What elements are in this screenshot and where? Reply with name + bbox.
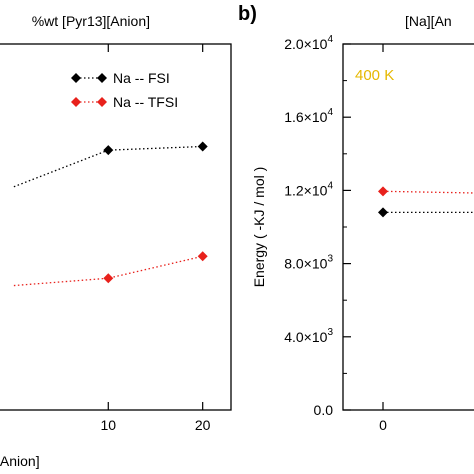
legend-marker [71, 97, 81, 107]
panel-a: %wt [Pyr13][Anion] 10 20 Na -- FSI Na -- T… [0, 13, 232, 469]
panel-b-title: [Na][An [405, 13, 452, 29]
panel-b-temperature-annotation: 400 K [355, 67, 394, 84]
legend-marker [71, 73, 81, 83]
legend-label: Na -- TFSI [113, 94, 178, 110]
panel-b-y-tick-label: 0.0 [314, 402, 334, 418]
panel-b: b) [Na][An 400 K 0.0 4.0×103 8.0×103 1.2×10… [238, 3, 474, 433]
panel-a-legend: Na -- FSI Na -- TFSI [71, 70, 178, 110]
panel-b-y-tick-label: 2.0×104 [284, 34, 333, 52]
panel-b-plot-frame [342, 43, 474, 411]
panel-b-x-tick-label: 0 [379, 417, 387, 433]
panel-b-series-line-1 [382, 190, 474, 194]
legend-marker [97, 97, 107, 107]
panel-a-x-axis-label: [Anion] [0, 453, 40, 469]
panel-a-x-tick-label: 20 [195, 417, 211, 433]
panel-b-y-tick-label: 4.0×103 [284, 327, 333, 345]
panel-a-title: %wt [Pyr13][Anion] [32, 13, 150, 29]
panel-a-data-point [197, 251, 208, 262]
panel-b-y-tick-label: 8.0×103 [284, 254, 333, 272]
panel-a-data-point [197, 141, 208, 152]
panel-b-y-tick-label: 1.6×104 [284, 107, 333, 125]
panel-b-data-point [378, 207, 388, 218]
panel-b-label: b) [238, 3, 257, 25]
panel-b-y-tick-label: 1.2×104 [284, 180, 333, 198]
panel-b-y-axis-label: Energy ( -KJ / mol ) [251, 167, 267, 288]
panel-b-data-point [378, 186, 388, 197]
legend-marker [97, 73, 107, 83]
panel-a-data-point [103, 273, 114, 284]
panel-a-plot-frame [0, 43, 232, 411]
panel-a-data-point [103, 145, 114, 156]
panel-a-x-tick-label: 10 [100, 417, 116, 433]
legend-label: Na -- FSI [113, 70, 170, 86]
